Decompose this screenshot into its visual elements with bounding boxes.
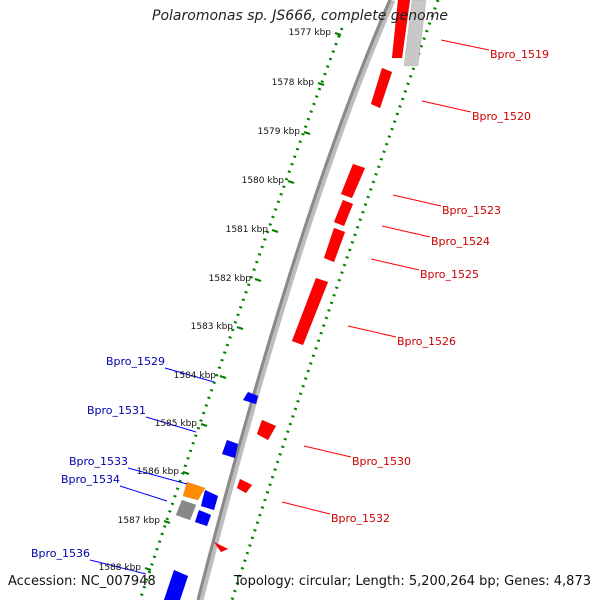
- forward-leader: [421, 100, 472, 113]
- scale-tick: [334, 32, 342, 36]
- scale-tick: [163, 520, 171, 524]
- forward-gene-label: Bpro_1525: [420, 268, 479, 281]
- tick-track: [138, 0, 440, 600]
- reverse-gene-label: Bpro_1531: [87, 404, 146, 417]
- scale-labels: 1577 kbp 1578 kbp 1579 kbp 1580 kbp 1581 kbp…: [99, 28, 342, 573]
- scale-tick: [254, 278, 262, 282]
- inner-tick-track: [138, 27, 344, 600]
- forward-leader: [303, 445, 352, 458]
- forward-gene-label: Bpro_1530: [352, 455, 411, 468]
- gene-reverse: [221, 439, 239, 459]
- gene-forward: [291, 277, 329, 346]
- backbone-shadow: [196, 0, 396, 600]
- scale-label: 1580 kbp: [242, 176, 285, 186]
- forward-gene-label: Bpro_1524: [431, 235, 490, 248]
- reverse-leader: [127, 467, 188, 485]
- outer-tick-track: [230, 0, 440, 600]
- gene-pseudo: [403, 0, 427, 67]
- scale-label: 1584 kbp: [174, 371, 217, 381]
- gene-forward: [236, 478, 253, 494]
- scale-label: 1581 kbp: [226, 225, 269, 235]
- forward-leader: [440, 39, 490, 51]
- scale-label: 1588 kbp: [99, 563, 142, 573]
- reverse-gene-label: Bpro_1533: [69, 455, 128, 468]
- forward-leader: [381, 225, 431, 238]
- forward-leader: [370, 258, 420, 271]
- gene-features: [163, 0, 427, 600]
- forward-gene-label: Bpro_1532: [331, 512, 390, 525]
- forward-leader: [392, 194, 442, 207]
- scale-tick: [303, 131, 311, 135]
- reverse-leader: [89, 559, 147, 575]
- reverse-leader: [145, 416, 197, 433]
- reverse-gene-label: Bpro_1529: [106, 355, 165, 368]
- gene-other: [182, 481, 206, 501]
- backbone-line: [196, 0, 392, 600]
- gene-forward: [256, 419, 277, 441]
- forward-gene-label: Bpro_1526: [397, 335, 456, 348]
- gene-labels: Bpro_1519 Bpro_1520 Bpro_1523 Bpro_1524 Bpro…: [31, 39, 549, 575]
- forward-gene-label: Bpro_1519: [490, 48, 549, 61]
- genome-summary: Topology: circular; Length: 5,200,264 bp…: [233, 574, 591, 589]
- scale-label: 1582 kbp: [209, 274, 252, 284]
- reverse-leader: [164, 367, 215, 383]
- gene-reverse: [194, 509, 212, 527]
- scale-tick: [236, 326, 244, 330]
- gene-forward: [391, 0, 411, 59]
- scale-label: 1578 kbp: [272, 78, 315, 88]
- scale-tick: [182, 471, 190, 475]
- genome-backbone: [196, 0, 396, 600]
- gene-reverse: [242, 391, 259, 405]
- scale-tick: [287, 180, 295, 184]
- scale-label: 1586 kbp: [137, 467, 180, 477]
- gene-forward: [340, 163, 366, 199]
- gene-forward: [213, 541, 229, 553]
- scale-label: 1579 kbp: [258, 127, 301, 137]
- forward-gene-label: Bpro_1520: [472, 110, 531, 123]
- reverse-leader: [119, 485, 168, 502]
- scale-label: 1585 kbp: [155, 419, 198, 429]
- gene-reverse: [200, 489, 219, 511]
- gene-forward: [333, 199, 354, 227]
- map-title: Polaromonas sp. JS666, complete genome: [152, 8, 448, 24]
- gene-forward: [323, 227, 346, 263]
- forward-leader: [281, 501, 331, 515]
- scale-tick: [271, 229, 279, 233]
- scale-label: 1583 kbp: [191, 322, 234, 332]
- reverse-gene-label: Bpro_1534: [61, 473, 120, 486]
- gene-forward: [370, 67, 393, 109]
- scale-tick: [144, 567, 152, 571]
- scale-label: 1587 kbp: [118, 516, 161, 526]
- reverse-gene-label: Bpro_1536: [31, 547, 90, 560]
- forward-leader: [347, 325, 397, 338]
- scale-tick: [219, 375, 227, 379]
- accession-label: Accession: NC_007948: [8, 574, 156, 589]
- scale-tick: [317, 82, 325, 86]
- forward-gene-label: Bpro_1523: [442, 204, 501, 217]
- scale-tick: [200, 423, 208, 427]
- scale-label: 1577 kbp: [289, 28, 332, 38]
- gene-pseudo-grey: [175, 499, 197, 521]
- gene-reverse: [163, 569, 189, 600]
